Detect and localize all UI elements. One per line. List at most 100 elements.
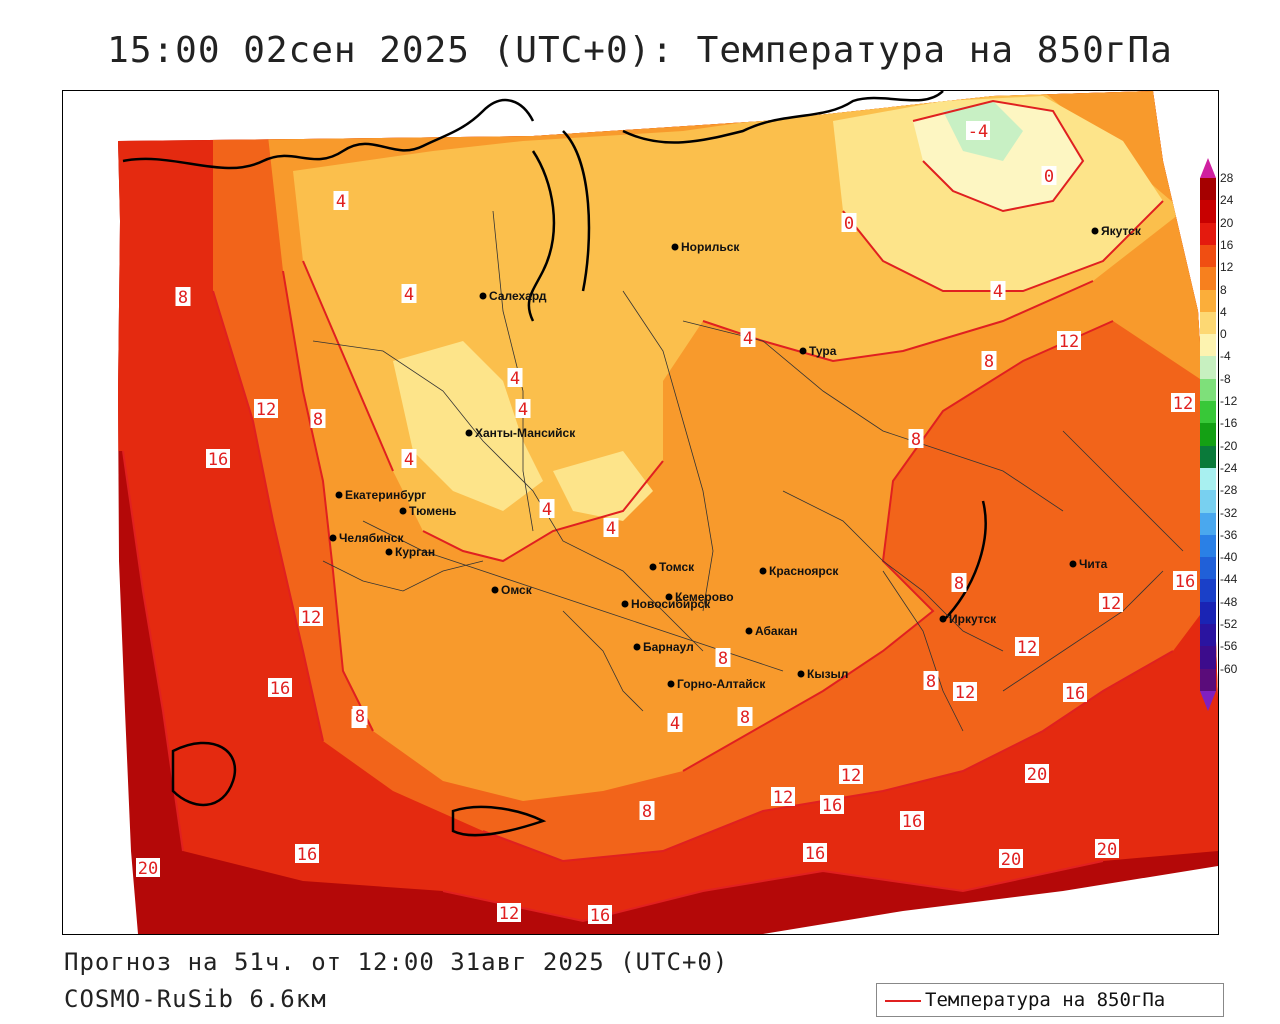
isotherm-label: 12 xyxy=(497,903,521,924)
arctic-coastline xyxy=(122,99,535,170)
map-panel[interactable]: Норильск Якутск Салехард Тура Ханты-Мансийск… xyxy=(62,90,1219,935)
scale-swatch xyxy=(1200,467,1216,491)
scale-tick-label: 4 xyxy=(1220,304,1227,319)
scale-swatch xyxy=(1200,512,1216,536)
city-marker: Норильск xyxy=(671,240,740,254)
isotherm-label-text: 8 xyxy=(926,672,936,692)
city-marker: Чита xyxy=(1069,557,1108,571)
isotherm-label-text: 4 xyxy=(670,714,680,734)
isotherm-label-text: 20 xyxy=(1001,850,1021,870)
isotherm-label-text: 8 xyxy=(642,802,652,822)
isotherm-label-bg xyxy=(295,844,319,863)
isotherm-label: 16 xyxy=(295,844,319,865)
isotherm-label-text: 16 xyxy=(805,844,825,864)
isotherm-label: 4 xyxy=(333,191,349,212)
city-dot xyxy=(797,670,805,678)
caspian-fragment xyxy=(171,741,237,807)
city-marker: Томск xyxy=(649,560,695,574)
isotherm-label-text: 16 xyxy=(1175,572,1195,592)
isotherm-line xyxy=(422,460,664,563)
isotherm-label-bg xyxy=(401,449,417,468)
isotherm-label: 8 xyxy=(310,409,326,430)
isotherm-label: 8 xyxy=(352,706,368,727)
city-dot xyxy=(491,586,499,594)
isotherm-line xyxy=(302,260,394,472)
isotherm-label: 20 xyxy=(136,858,160,879)
city-label: Норильск xyxy=(681,240,740,254)
isotherm-label-bg xyxy=(923,671,939,690)
isotherm-line xyxy=(482,650,1174,863)
isotherm-label: 16 xyxy=(206,449,230,470)
isotherm-label-text: 12 xyxy=(1173,394,1193,414)
scale-swatch xyxy=(1200,267,1216,290)
isotherm-label: 4 xyxy=(539,499,555,520)
isotherm-label-text: 4 xyxy=(510,369,520,389)
scale-tick-label: 20 xyxy=(1220,215,1234,230)
isotherm-label-bg xyxy=(740,328,756,347)
scale-tick-label: -40 xyxy=(1220,550,1238,565)
isotherm-label: 8 xyxy=(715,648,731,669)
scale-tick-label: -8 xyxy=(1220,371,1231,386)
isotherm-label-bg xyxy=(667,713,683,732)
isotherm-label: 16 xyxy=(1173,571,1197,592)
city-marker: Иркутск xyxy=(939,612,997,626)
isotherm-label-text: 16 xyxy=(208,450,228,470)
color-scale: 28 24 20 16 12 8 4 0 -4 -8 -12 -16 -20 -24 -28 -32 -36 -4… xyxy=(1200,158,1280,711)
temperature-field xyxy=(118,91,1218,934)
scale-tick-label: -60 xyxy=(1220,661,1238,676)
isotherm-label: 8 xyxy=(923,671,939,692)
city-label: Томск xyxy=(659,560,695,574)
isotherm-label-text: 12 xyxy=(773,788,793,808)
isotherm-label-text: 4 xyxy=(606,519,616,539)
city-dot xyxy=(1091,227,1099,235)
scale-swatch xyxy=(1200,334,1216,357)
isotherm-label-text: 12 xyxy=(955,683,975,703)
city-dot xyxy=(633,643,641,651)
isotherm-label-bg xyxy=(268,678,292,697)
city-marker: Кемерово xyxy=(665,590,734,604)
scale-swatch xyxy=(1200,490,1216,513)
city-label: Тюмень xyxy=(409,504,456,518)
temperature-map-svg[interactable]: Норильск Якутск Салехард Тура Ханты-Мансийск… xyxy=(63,91,1218,934)
isotherm-label: 4 xyxy=(401,449,417,470)
isotherm-label-bg xyxy=(1173,571,1197,590)
isotherm-label-text: -4 xyxy=(968,122,988,142)
city-dot xyxy=(671,243,679,251)
city-label: Якутск xyxy=(1101,224,1142,238)
city-marker: Новосибирск xyxy=(621,597,711,611)
scale-tick-label: -48 xyxy=(1220,594,1238,609)
isotherm-label-bg xyxy=(136,858,160,877)
isotherm-label: 4 xyxy=(667,713,683,734)
isotherm-label: 0 xyxy=(841,213,857,234)
isotherm-label-text: 4 xyxy=(336,192,346,212)
isotherm-label-bg xyxy=(333,191,349,210)
legend: Температура на 850гПа xyxy=(876,983,1224,1017)
city-label: Кызыл xyxy=(807,667,848,681)
city-label: Курган xyxy=(395,545,435,559)
city-marker: Тура xyxy=(799,344,837,358)
city-dot xyxy=(667,680,675,688)
isotherm-label-text: 16 xyxy=(270,679,290,699)
isotherm-label-text: 12 xyxy=(301,608,321,628)
isotherm-label-text: 12 xyxy=(1059,332,1079,352)
city-dot xyxy=(745,627,753,635)
isotherm-label: 8 xyxy=(981,351,997,372)
isotherm-label: 12 xyxy=(953,682,977,703)
isotherm-label-text: 20 xyxy=(1097,840,1117,860)
city-label: Барнаул xyxy=(643,640,694,654)
isotherm-label-bg xyxy=(1063,683,1087,702)
isotherm-label-bg xyxy=(1041,166,1057,185)
isotherm-label: 8 xyxy=(175,287,191,308)
legend-line-swatch xyxy=(885,1000,921,1002)
model-info: COSMO-RuSib 6.6км xyxy=(64,985,327,1013)
isotherm-label-text: 20 xyxy=(138,859,158,879)
city-dot xyxy=(329,534,337,542)
isotherm-label-text: 8 xyxy=(178,288,188,308)
isotherm-label-layer: -4 0 0 4 4 4 4 4 4 4 4 4 8 8 8 8 8 8 8 8 8 8 12 12 12 12 12 12 12 12 1… xyxy=(136,121,1197,926)
city-label: Ханты-Мансийск xyxy=(475,426,576,440)
scale-tick-label: 0 xyxy=(1220,327,1227,342)
city-marker: Омск xyxy=(491,583,533,597)
isotherm-label-bg xyxy=(588,905,612,924)
isotherm-label-text: 8 xyxy=(984,352,994,372)
isotherm-label-bg xyxy=(999,849,1023,868)
